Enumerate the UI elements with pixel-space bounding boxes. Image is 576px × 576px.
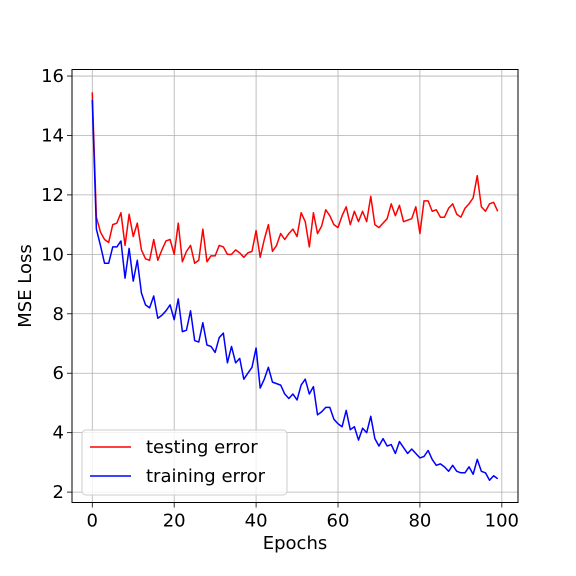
y-tick-label: 4 [53,423,64,444]
testing-error-legend-label: testing error [146,437,258,458]
y-tick-label: 12 [41,185,64,206]
x-tick-label: 60 [327,511,350,532]
legend: testing error training error [81,429,288,496]
legend-box [81,429,288,496]
testing-error-line [91,92,499,265]
y-tick-label: 14 [41,125,64,146]
grid [72,69,518,503]
training-error-line [91,99,499,481]
axis-ticks: 0 20 40 60 80 100 2 4 6 8 10 12 14 16 [41,66,519,531]
y-tick-label: 6 [53,363,64,384]
training-error-legend-label: training error [146,466,266,487]
y-axis-label: MSE Loss [15,244,36,328]
y-tick-label: 2 [53,482,64,503]
plot-frame [71,69,519,503]
series-lines [91,92,499,481]
x-tick-label: 0 [87,511,98,532]
x-tick-label: 40 [245,511,268,532]
x-axis-label: Epochs [263,533,328,554]
y-tick-label: 10 [41,244,64,265]
x-tick-label: 20 [163,511,186,532]
y-tick-label: 8 [53,304,64,325]
x-tick-label: 100 [485,511,519,532]
y-tick-label: 16 [41,66,64,87]
x-tick-label: 80 [408,511,431,532]
